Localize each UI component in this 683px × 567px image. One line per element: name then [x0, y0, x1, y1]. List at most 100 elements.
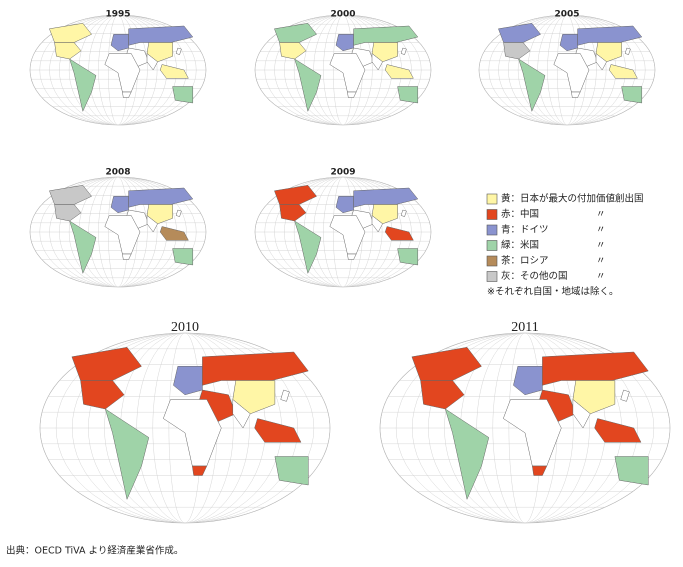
- region: [384, 226, 414, 241]
- legend-label: 茶：ロシア: [501, 255, 549, 267]
- region: [559, 34, 578, 52]
- region: [126, 47, 150, 68]
- region: [146, 52, 158, 71]
- map-year: 2008: [105, 168, 130, 178]
- region: [175, 209, 182, 217]
- region: [199, 389, 237, 424]
- world-map: 2000: [254, 10, 432, 126]
- legend-swatch: [486, 193, 498, 205]
- region: [126, 209, 150, 230]
- region: [80, 380, 125, 410]
- region: [279, 42, 307, 60]
- region: [572, 398, 591, 429]
- region: [621, 86, 643, 104]
- region: [347, 91, 357, 98]
- region: [335, 196, 354, 214]
- legend-ditto: 〃: [596, 209, 606, 220]
- region: [444, 408, 490, 501]
- region: [172, 86, 194, 104]
- map-year: 2011: [511, 320, 538, 335]
- map-year: 2005: [554, 10, 579, 20]
- world-map: 1995: [29, 10, 207, 126]
- region: [347, 253, 357, 260]
- region: [575, 47, 599, 68]
- legend-swatch: [486, 209, 498, 220]
- region: [54, 204, 82, 222]
- region: [571, 91, 581, 98]
- region: [620, 389, 630, 402]
- region: [69, 220, 97, 275]
- region: [400, 209, 407, 217]
- region: [498, 23, 541, 43]
- region: [294, 220, 322, 275]
- region: [232, 380, 276, 415]
- region: [397, 248, 419, 266]
- region: [110, 34, 129, 52]
- legend-label: 青：ドイツ: [501, 224, 549, 236]
- region: [518, 58, 546, 113]
- map-year: 2009: [330, 168, 355, 178]
- region: [371, 52, 383, 71]
- region: [49, 23, 92, 43]
- map-year: 2010: [171, 320, 199, 335]
- world-map: 2010: [39, 320, 331, 524]
- map-year: 2000: [330, 10, 355, 20]
- region: [420, 380, 465, 410]
- region: [104, 408, 150, 501]
- legend-label: 灰：その他の国: [501, 270, 568, 282]
- legend-swatch: [486, 240, 498, 251]
- world-map: 2009: [254, 168, 432, 288]
- region: [49, 185, 92, 205]
- region: [539, 389, 577, 424]
- region: [173, 366, 203, 396]
- region: [71, 347, 142, 381]
- region: [172, 248, 194, 266]
- region: [594, 418, 642, 443]
- region: [335, 34, 354, 52]
- region: [294, 58, 322, 113]
- legend-swatch: [486, 255, 498, 267]
- region: [400, 47, 407, 55]
- region: [595, 42, 622, 63]
- world-map: 2011: [379, 320, 671, 524]
- region: [371, 204, 398, 225]
- region: [159, 226, 189, 241]
- region: [192, 465, 208, 476]
- region: [279, 204, 307, 222]
- legend-label: 赤：中国: [501, 208, 539, 220]
- legend-swatch: [486, 224, 498, 236]
- region: [532, 465, 548, 476]
- region: [274, 456, 309, 486]
- legend-note: ※それぞれ自国・地域は除く。: [487, 286, 618, 298]
- region: [69, 58, 97, 113]
- region: [274, 185, 317, 205]
- world-map: 2008: [29, 168, 207, 288]
- region: [54, 42, 82, 60]
- region: [274, 23, 317, 43]
- region: [397, 86, 419, 104]
- region: [371, 214, 383, 233]
- region: [146, 214, 158, 233]
- region: [503, 42, 531, 60]
- legend-swatch: [486, 271, 498, 282]
- region: [371, 42, 398, 63]
- region: [513, 366, 543, 396]
- map-year: 1995: [105, 10, 130, 20]
- region: [280, 389, 290, 402]
- region: [384, 64, 414, 79]
- region: [351, 47, 375, 68]
- legend-ditto: 〃: [596, 225, 606, 236]
- source: 出典：OECD TiVA より経済産業省作成。: [6, 545, 183, 557]
- region: [122, 91, 132, 98]
- region: [614, 456, 649, 486]
- legend-ditto: 〃: [596, 256, 606, 267]
- legend-label: 緑：米国: [501, 239, 539, 251]
- legend-label: 黄：日本が最大の付加価値創出国: [501, 193, 644, 205]
- region: [146, 42, 173, 63]
- region: [411, 347, 482, 381]
- region: [608, 64, 638, 79]
- region: [146, 204, 173, 225]
